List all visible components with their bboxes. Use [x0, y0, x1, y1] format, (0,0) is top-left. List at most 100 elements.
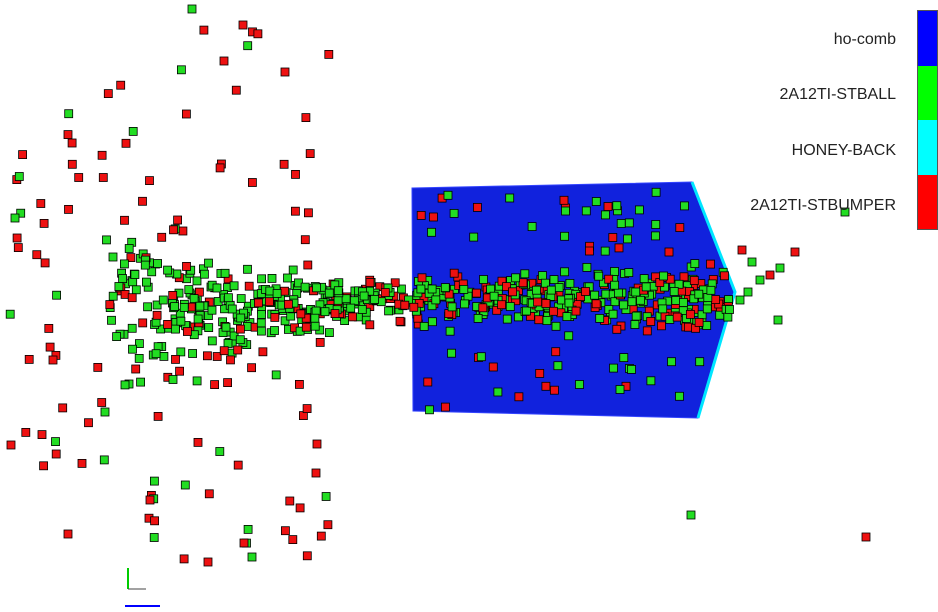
debris-particle	[303, 208, 313, 218]
debris-particle	[560, 267, 569, 277]
debris-particle	[227, 304, 237, 314]
debris-particle	[108, 252, 118, 262]
debris-particle	[280, 286, 289, 296]
debris-particle	[51, 449, 61, 459]
debris-particle	[67, 138, 77, 148]
debris-particle	[400, 300, 410, 310]
debris-particle	[215, 163, 225, 173]
debris-particle	[396, 284, 406, 294]
debris-particle	[695, 357, 705, 367]
legend-label-honey-back: HONEY-BACK	[791, 142, 896, 159]
debris-particle	[624, 218, 634, 228]
debris-particle	[52, 290, 61, 300]
debris-particle	[497, 300, 507, 310]
debris-particle	[472, 202, 482, 212]
debris-particle	[623, 234, 632, 244]
debris-particle	[564, 331, 574, 341]
debris-particle	[440, 402, 450, 412]
debris-particle	[120, 380, 130, 390]
debris-particle	[341, 294, 351, 304]
debris-particle	[179, 554, 189, 564]
debris-particle	[479, 275, 488, 284]
debris-particle	[243, 525, 253, 534]
debris-particle	[102, 235, 111, 245]
debris-particle	[5, 309, 15, 319]
debris-particle	[333, 295, 343, 305]
debris-particle	[226, 355, 235, 365]
debris-particle	[651, 231, 660, 241]
debris-particle	[265, 286, 275, 296]
debris-particle	[585, 246, 594, 256]
debris-particle	[538, 271, 547, 281]
debris-particle	[253, 298, 263, 308]
debris-particle	[24, 354, 34, 364]
debris-particle	[591, 299, 601, 309]
debris-particle	[651, 220, 661, 229]
debris-particle	[280, 526, 290, 536]
debris-particle	[541, 278, 550, 288]
debris-particle	[658, 304, 668, 314]
debris-particle	[199, 25, 209, 35]
debris-particle	[236, 313, 246, 323]
debris-particle	[168, 290, 178, 300]
debris-particle	[235, 335, 245, 345]
debris-particle	[97, 398, 107, 407]
debris-particle	[283, 273, 292, 283]
debris-particle	[616, 219, 626, 228]
debris-particle	[535, 368, 545, 378]
debris-particle	[550, 385, 559, 395]
debris-particle	[445, 326, 455, 336]
debris-particle	[561, 206, 570, 216]
debris-particle	[141, 277, 151, 287]
debris-particle	[664, 247, 674, 257]
debris-particle	[302, 404, 312, 414]
debris-particle	[674, 279, 684, 289]
debris-particle	[311, 468, 321, 478]
debris-particle	[10, 213, 20, 223]
debris-particle	[502, 282, 512, 292]
debris-particle	[534, 315, 544, 325]
debris-particle	[221, 322, 231, 332]
debris-particle	[348, 312, 357, 322]
debris-particle	[127, 293, 137, 303]
debris-particle	[349, 296, 359, 306]
debris-particle	[21, 427, 31, 437]
debris-particle	[612, 201, 622, 211]
debris-particle	[520, 269, 530, 279]
debris-particle	[737, 245, 747, 255]
debris-particle	[680, 201, 689, 211]
debris-particle	[409, 302, 419, 312]
debris-particle	[651, 187, 661, 197]
debris-particle	[590, 290, 599, 300]
debris-particle	[518, 278, 528, 288]
debris-particle	[416, 210, 426, 220]
debris-particle	[300, 235, 310, 245]
debris-particle	[735, 295, 745, 305]
debris-particle	[659, 271, 668, 281]
debris-particle	[610, 267, 619, 276]
debris-particle	[395, 316, 405, 326]
debris-particle	[489, 291, 499, 301]
debris-particle	[244, 281, 254, 291]
debris-particle	[549, 275, 559, 285]
debris-particle	[559, 195, 569, 205]
debris-particle	[126, 253, 136, 263]
debris-particle	[417, 273, 427, 283]
debris-particle	[723, 312, 733, 322]
debris-particle	[256, 318, 266, 328]
debris-particle	[256, 326, 266, 336]
debris-particle	[219, 346, 229, 356]
debris-particle	[243, 41, 253, 51]
debris-particle	[182, 261, 191, 271]
debris-particle	[324, 50, 334, 59]
debris-particle	[316, 531, 326, 541]
debris-particle	[514, 312, 523, 322]
debris-particle	[301, 113, 311, 122]
debris-particle	[790, 247, 800, 257]
debris-particle	[542, 316, 552, 326]
debris-particle	[215, 447, 225, 456]
honey-back-layer	[690, 181, 737, 419]
debris-particle	[296, 309, 306, 319]
debris-particle	[168, 375, 178, 384]
debris-particle	[323, 520, 333, 530]
